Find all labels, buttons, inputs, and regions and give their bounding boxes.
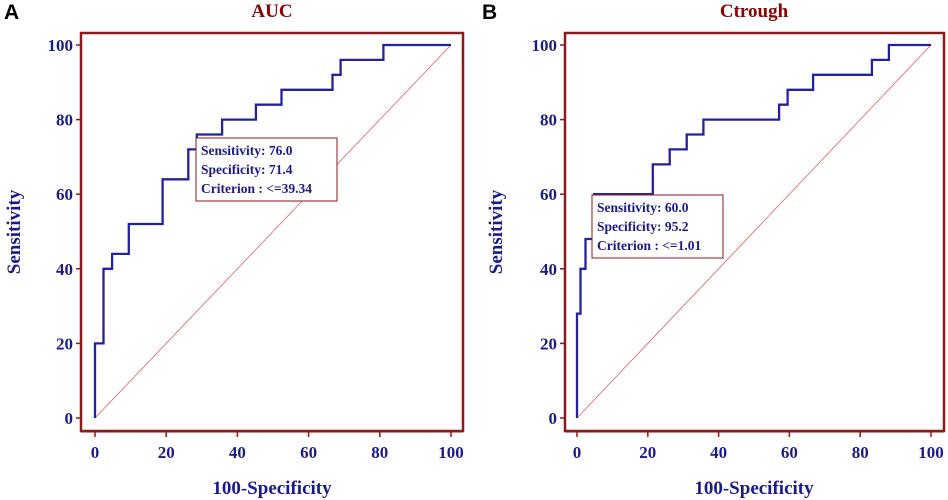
annotation-frame-a bbox=[195, 137, 338, 202]
panel-b: B Ctrough Sensitivity 0 20 40 60 80 100 … bbox=[482, 1, 946, 499]
roc-curve-a bbox=[93, 43, 451, 418]
x-tick-label: 40 bbox=[710, 443, 727, 462]
x-tick-label: 80 bbox=[852, 443, 869, 462]
y-tick-label: 80 bbox=[56, 111, 73, 130]
y-tick-label: 0 bbox=[549, 409, 558, 428]
x-tick-label: 60 bbox=[300, 443, 317, 462]
y-axis-b: Sensitivity 0 20 40 60 80 100 bbox=[486, 36, 565, 428]
x-tick-label: 40 bbox=[229, 443, 246, 462]
x-tick-label: 20 bbox=[639, 443, 656, 462]
annotation-box-b: Sensitivity: 60.0 Specificity: 95.2 Crit… bbox=[591, 194, 724, 259]
x-tick-label: 60 bbox=[781, 443, 798, 462]
y-tick-label: 100 bbox=[48, 36, 74, 55]
reference-diagonal-a bbox=[94, 44, 452, 419]
annotation-criterion-a: Criterion : <=39.34 bbox=[201, 181, 312, 196]
panel-letter-a: A bbox=[4, 1, 19, 24]
annotation-box-a: Sensitivity: 76.0 Specificity: 71.4 Crit… bbox=[195, 137, 338, 202]
y-axis-label-a: Sensitivity bbox=[4, 189, 25, 274]
y-tick-label: 40 bbox=[56, 260, 73, 279]
annotation-sensitivity-b: Sensitivity: 60.0 bbox=[597, 200, 689, 215]
y-tick-label: 20 bbox=[540, 334, 557, 353]
chart-title-a: AUC bbox=[251, 1, 292, 22]
annotation-sensitivity-a: Sensitivity: 76.0 bbox=[201, 143, 293, 158]
plot-frame-a bbox=[79, 31, 465, 433]
panel-letter-b: B bbox=[482, 1, 497, 24]
x-tick-label: 20 bbox=[158, 443, 175, 462]
reference-diagonal-b bbox=[576, 44, 932, 419]
y-tick-label: 80 bbox=[540, 111, 557, 130]
y-tick-label: 20 bbox=[56, 334, 73, 353]
annotation-specificity-b: Specificity: 95.2 bbox=[597, 219, 689, 234]
panel-a: A AUC Sensitivity 0 20 40 60 80 100 100-… bbox=[4, 1, 465, 499]
chart-title-b: Ctrough bbox=[720, 1, 789, 22]
y-tick-label: 40 bbox=[540, 260, 557, 279]
y-tick-label: 60 bbox=[540, 185, 557, 204]
x-tick-label: 100 bbox=[918, 443, 944, 462]
annotation-frame-b bbox=[591, 194, 724, 259]
x-axis-b: 100-Specificity 0 20 40 60 80 100 bbox=[573, 432, 944, 499]
y-tick-label: 60 bbox=[56, 185, 73, 204]
x-axis-label-a: 100-Specificity bbox=[212, 478, 332, 499]
y-axis-a: Sensitivity 0 20 40 60 80 100 bbox=[4, 36, 81, 428]
x-tick-label: 0 bbox=[91, 443, 100, 462]
x-axis-a: 100-Specificity 0 20 40 60 80 100 bbox=[91, 432, 464, 499]
x-tick-label: 0 bbox=[573, 443, 582, 462]
annotation-specificity-a: Specificity: 71.4 bbox=[201, 162, 293, 177]
y-tick-label: 100 bbox=[532, 36, 558, 55]
x-tick-label: 80 bbox=[371, 443, 388, 462]
roc-curve-b bbox=[575, 43, 931, 418]
x-tick-label: 100 bbox=[438, 443, 464, 462]
x-axis-label-b: 100-Specificity bbox=[694, 478, 814, 499]
y-tick-label: 0 bbox=[65, 409, 74, 428]
plot-frame-b bbox=[563, 31, 946, 433]
annotation-criterion-b: Criterion : <=1.01 bbox=[597, 238, 701, 253]
y-axis-label-b: Sensitivity bbox=[486, 189, 507, 274]
